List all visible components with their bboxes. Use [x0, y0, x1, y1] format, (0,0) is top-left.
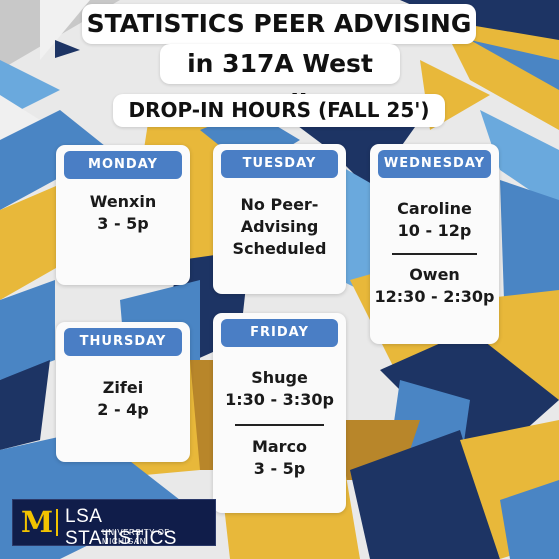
drop-in-hours-subtitle: DROP-IN HOURS (FALL 25') [113, 94, 445, 127]
thursday-hours: 2 - 4p [97, 400, 149, 419]
wednesday-hours-1: 10 - 12p [397, 221, 472, 240]
tuesday-line-1: No Peer- [240, 195, 319, 214]
logo-department-name: LSA STATISTICS [65, 506, 177, 549]
friday-day-label: FRIDAY [221, 319, 338, 347]
tuesday-card: TUESDAY No Peer- Advising Scheduled [213, 144, 346, 294]
tuesday-line-2: Advising [240, 217, 319, 236]
title-line-1: STATISTICS PEER ADVISING [82, 4, 476, 44]
friday-hours-1: 1:30 - 3:30p [225, 390, 334, 409]
wednesday-divider [392, 253, 477, 255]
friday-divider [235, 424, 324, 426]
friday-hours-2: 3 - 5p [253, 459, 306, 478]
wednesday-advisor-1: Caroline [397, 199, 472, 218]
logo-separator [56, 509, 58, 536]
thursday-day-label: THURSDAY [64, 328, 182, 356]
tuesday-day-label: TUESDAY [221, 150, 338, 178]
wednesday-advisor-2: Owen [409, 265, 460, 284]
thursday-advisor: Zifei [102, 378, 144, 397]
monday-day-label: MONDAY [64, 151, 182, 179]
wednesday-day-label: WEDNESDAY [378, 150, 491, 178]
thursday-card: THURSDAY Zifei 2 - 4p [56, 322, 190, 462]
monday-card: MONDAY Wenxin 3 - 5p [56, 145, 190, 285]
friday-advisor-1: Shuge [251, 368, 308, 387]
monday-advisor: Wenxin [89, 192, 157, 211]
logo-university-name: UNIVERSITY OF MICHIGAN [102, 528, 170, 546]
tuesday-line-3: Scheduled [232, 239, 327, 258]
lsa-statistics-logo: M LSA STATISTICS UNIVERSITY OF MICHIGAN [12, 499, 216, 549]
wednesday-card: WEDNESDAY Caroline 10 - 12p Owen 12:30 -… [370, 144, 499, 344]
block-m-logo-icon: M [21, 505, 54, 539]
title-line-2: in 317A West Hall [160, 44, 400, 118]
friday-advisor-2: Marco [251, 437, 308, 456]
friday-card: FRIDAY Shuge 1:30 - 3:30p Marco 3 - 5p [213, 313, 346, 513]
monday-hours: 3 - 5p [97, 214, 149, 233]
wednesday-hours-2: 12:30 - 2:30p [374, 287, 495, 306]
